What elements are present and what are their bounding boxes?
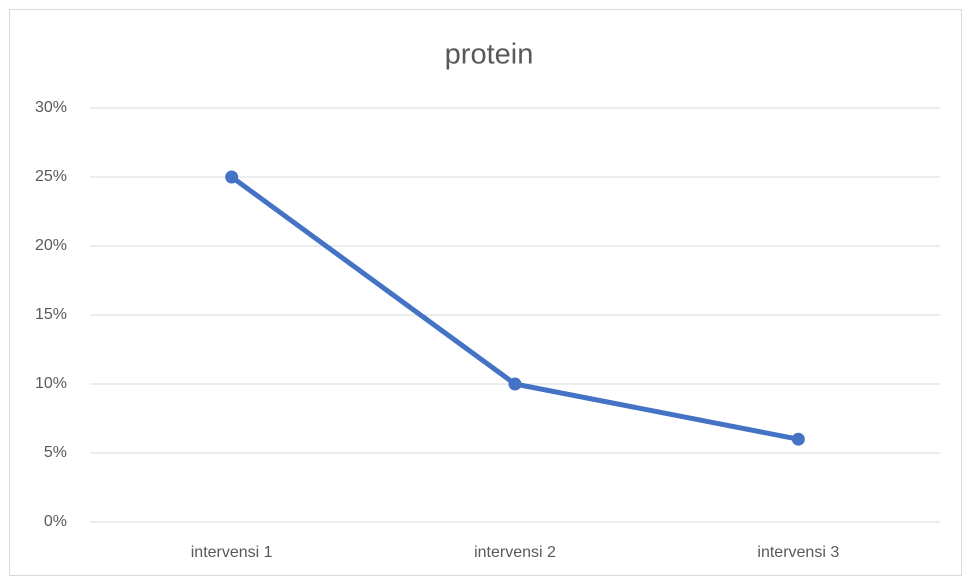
x-tick-label: intervensi 3 bbox=[757, 544, 839, 561]
marker bbox=[225, 170, 239, 184]
y-tick-label: 5% bbox=[44, 444, 67, 461]
y-tick-label: 20% bbox=[35, 237, 67, 254]
x-tick-label: intervensi 2 bbox=[474, 544, 556, 561]
y-tick-label: 10% bbox=[35, 375, 67, 392]
y-tick-label: 0% bbox=[44, 513, 67, 530]
marker bbox=[508, 377, 522, 391]
chart-title: protein bbox=[445, 39, 534, 71]
y-tick-label: 25% bbox=[35, 168, 67, 185]
y-tick-label: 30% bbox=[35, 99, 67, 116]
y-tick-label: 15% bbox=[35, 306, 67, 323]
marker bbox=[791, 432, 805, 446]
x-tick-label: intervensi 1 bbox=[191, 544, 273, 561]
chart-border bbox=[9, 9, 962, 576]
